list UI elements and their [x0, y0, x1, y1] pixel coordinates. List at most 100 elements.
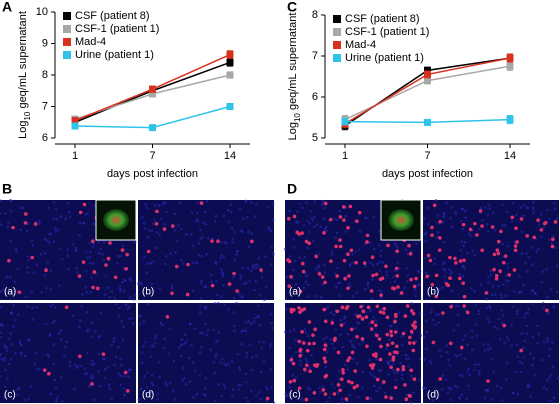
nucleus [271, 202, 275, 206]
nucleus [86, 256, 89, 260]
nucleus [191, 244, 195, 248]
nucleus [117, 371, 120, 375]
marker [341, 118, 349, 126]
nucleus [419, 334, 423, 337]
nucleus [493, 228, 497, 232]
infected-cell [459, 345, 464, 350]
nucleus [173, 229, 177, 232]
nucleus [389, 359, 392, 362]
nucleus [255, 266, 258, 270]
y-axis-label-part: geq/mL supernatant [287, 13, 299, 114]
infected-cell [47, 371, 51, 376]
nucleus [85, 290, 88, 294]
infected-cell [386, 243, 390, 248]
infected-cell [370, 255, 375, 260]
infected-cell [259, 268, 263, 272]
nucleus [471, 249, 475, 253]
nucleus [398, 267, 401, 270]
nucleus [223, 303, 226, 306]
infected-cell [347, 274, 351, 278]
legend-label: Urine (patient 1) [345, 52, 424, 64]
infected-cell [350, 350, 355, 355]
nucleus [60, 257, 64, 261]
infected-cell [430, 233, 434, 238]
nucleus [452, 329, 456, 332]
nucleus [18, 340, 22, 343]
nucleus [441, 374, 445, 378]
nucleus [505, 210, 509, 214]
nucleus [148, 229, 151, 232]
nucleus [172, 359, 176, 363]
infected-cell [412, 377, 417, 381]
infected-cell [334, 244, 338, 249]
infected-cell [323, 359, 328, 364]
nucleus [143, 227, 147, 230]
infected-cell [123, 370, 128, 375]
nucleus [174, 398, 177, 401]
nucleus [4, 346, 7, 349]
nucleus [356, 362, 359, 365]
panel-label: C [287, 0, 297, 15]
infected-cell [155, 209, 159, 214]
nucleus [461, 274, 465, 278]
infected-cell [292, 378, 297, 383]
nucleus [48, 241, 51, 244]
nucleus [555, 265, 559, 268]
nucleus [215, 352, 218, 356]
nucleus [542, 386, 546, 389]
infected-cell [494, 276, 499, 281]
nucleus [0, 357, 4, 361]
nucleus [47, 206, 50, 210]
nucleus [132, 298, 136, 301]
nucleus [456, 313, 460, 317]
infected-cell [186, 262, 190, 267]
infected-cell [432, 203, 437, 208]
nucleus [151, 222, 155, 226]
infected-cell [389, 333, 394, 338]
nucleus [416, 269, 420, 273]
nucleus [30, 385, 33, 388]
infected-cell [321, 388, 326, 392]
image-label: (a) [289, 287, 301, 298]
infected-cell [457, 276, 462, 281]
nucleus [200, 279, 203, 283]
nucleus [492, 211, 495, 215]
nucleus [264, 255, 267, 259]
infected-cell [199, 201, 204, 205]
nucleus [59, 376, 63, 379]
nucleus [9, 209, 13, 213]
infected-cell [302, 307, 307, 311]
nucleus [142, 320, 146, 323]
y-tick-label: 8 [312, 9, 318, 21]
nucleus [515, 312, 519, 316]
nucleus [190, 344, 193, 347]
nucleus [324, 365, 328, 369]
nucleus [133, 294, 137, 297]
nucleus [92, 222, 95, 226]
nucleus [175, 239, 179, 242]
infected-cell [396, 367, 400, 372]
nucleus [64, 217, 67, 221]
infected-cell [339, 323, 344, 327]
nucleus [244, 380, 248, 384]
nucleus [379, 249, 383, 253]
micrograph [138, 303, 274, 403]
legend-label: Mad-4 [75, 36, 106, 48]
nucleus [501, 321, 504, 325]
nucleus [177, 346, 181, 349]
nucleus [2, 395, 6, 399]
nucleus [195, 211, 199, 215]
nucleus [411, 391, 415, 394]
nucleus [436, 231, 440, 234]
infected-cell [101, 352, 106, 357]
infected-cell [232, 271, 236, 276]
nucleus [334, 236, 338, 239]
nucleus [91, 376, 95, 380]
infected-cell [338, 244, 343, 249]
nucleus [349, 340, 353, 343]
nucleus [119, 289, 122, 293]
infected-cell [297, 339, 302, 344]
nucleus [151, 383, 155, 387]
nucleus [152, 260, 155, 263]
